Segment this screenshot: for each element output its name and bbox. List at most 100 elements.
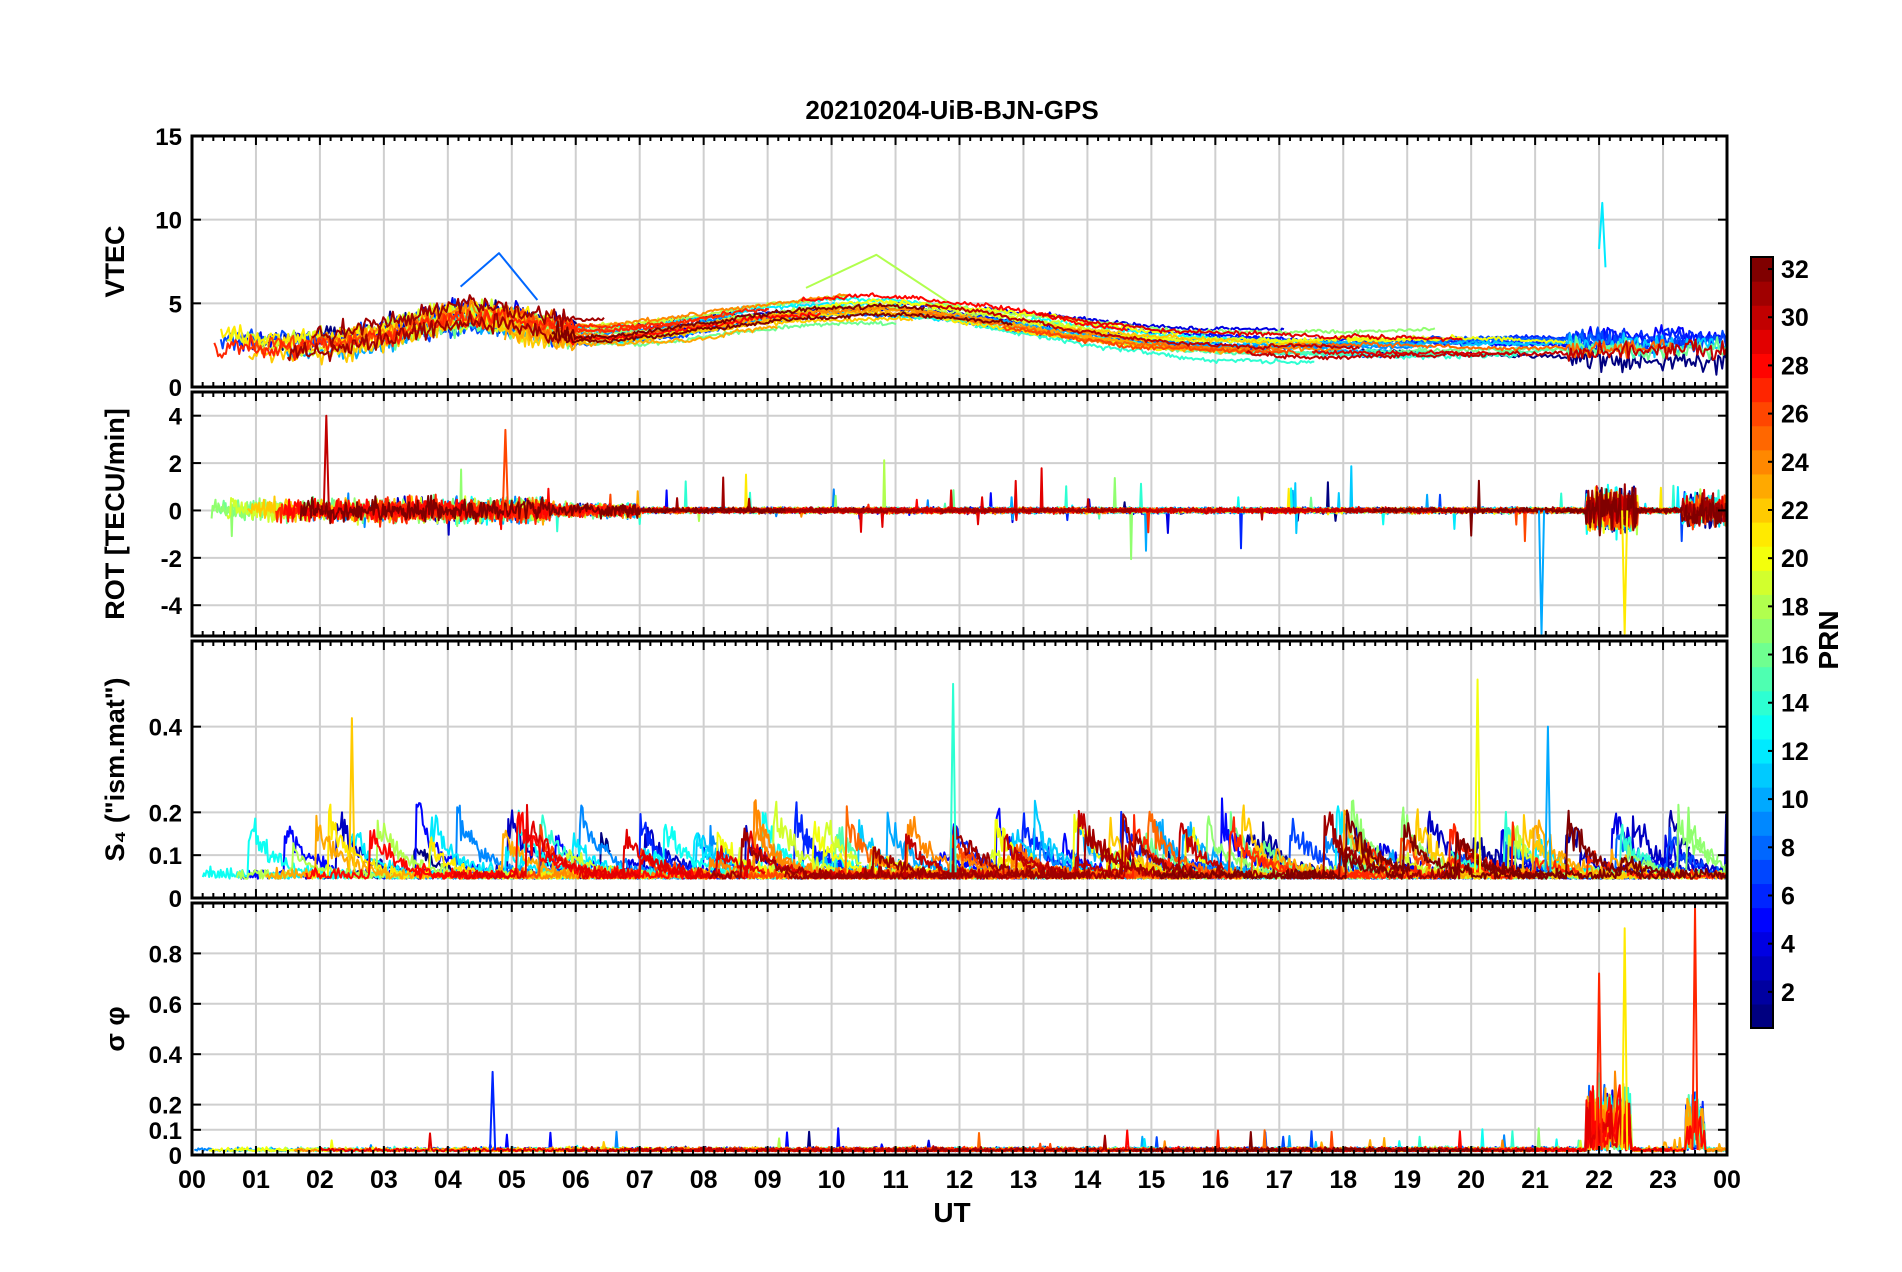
colorbar-tick-label: 24 (1781, 449, 1809, 477)
series-line-prn-28 (800, 292, 1128, 332)
panel-sigma_phi: 00.10.2 0.4 0.6 0.8 σ φ (100, 901, 1729, 1170)
y-tick-label: 0.6 (149, 992, 182, 1019)
panel-sigma_phi-ylabel: σ φ (100, 1006, 130, 1051)
colorbar-segment (1751, 522, 1773, 547)
y-tick-label: 2 (169, 451, 182, 478)
series-peak-prn-27 (1691, 907, 1699, 1150)
y-tick-label: 10 (155, 208, 182, 235)
colorbar-segment (1751, 811, 1773, 836)
x-axis-label: UT (933, 1197, 970, 1228)
series-line-prn-23 (1285, 1097, 1727, 1153)
series-line-prn-27 (541, 307, 770, 333)
colorbar-segment (1751, 642, 1773, 668)
colorbar-tick-label: 4 (1781, 931, 1795, 959)
x-tick-label: 01 (242, 1166, 270, 1194)
series-line-prn-13 (1407, 1086, 1727, 1153)
y-tick-label: 0 (169, 1143, 182, 1170)
panel-sigma_phi-series (193, 907, 1727, 1153)
colorbar-segment (1751, 497, 1773, 523)
colorbar-tick-label: 6 (1781, 882, 1795, 910)
x-tick-label: 06 (562, 1166, 590, 1194)
series-line-prn-26 (248, 307, 730, 357)
colorbar-segment (1751, 449, 1773, 475)
series-line-prn-30 (925, 303, 1360, 351)
x-tick-label: 05 (498, 1166, 526, 1194)
y-tick-label: 0.2 (149, 800, 182, 827)
colorbar-segment (1751, 377, 1773, 403)
x-tick-label: 11 (882, 1166, 909, 1194)
panel-vtec-ticks (191, 135, 1728, 388)
series-peak-prn-21 (1621, 927, 1629, 1150)
y-tick-label: 0.1 (149, 1118, 182, 1145)
series-line-prn-30 (1245, 338, 1727, 362)
series-line-prn-23 (1258, 1082, 1727, 1153)
x-tick-label: 23 (1649, 1166, 1677, 1194)
series-line-prn-14 (1359, 1092, 1727, 1153)
colorbar-segment (1751, 666, 1773, 692)
panel-rot: -4 -2 0 2 4 ROT [TECU/min] (100, 390, 1729, 638)
series-peak-prn-8 (459, 252, 539, 301)
panel-s4-grid (192, 641, 1727, 898)
colorbar-segment (1751, 570, 1773, 595)
series-line-prn-32 (551, 302, 926, 342)
colorbar-segment (1751, 738, 1773, 764)
y-tick-label: 0.4 (149, 1042, 183, 1069)
colorbar-segment (1751, 618, 1773, 644)
series-line-prn-32 (560, 311, 1013, 344)
y-tick-label: -2 (161, 546, 182, 573)
colorbar-label: PRN (1813, 610, 1844, 669)
series-line-prn-16 (383, 317, 897, 351)
colorbar-segment (1751, 594, 1773, 619)
panel-rot-ticks (191, 392, 1728, 636)
colorbar-segment (1751, 281, 1773, 306)
series-peak-prn-21 (1621, 510, 1629, 635)
panel-s4-ylabel: S₄ ("ism.mat") (100, 677, 130, 861)
x-tick-label: 00 (178, 1166, 206, 1194)
series-line-prn-29 (765, 467, 1304, 528)
y-tick-label: 0.4 (149, 715, 183, 742)
series-line-prn-31 (311, 294, 605, 347)
x-tick-label: 00 (1713, 1166, 1741, 1194)
colorbar-segment (1751, 353, 1773, 379)
colorbar-tick-label: 20 (1781, 545, 1809, 573)
x-tick-labels: 00 01 02 03 04 05 06 07 08 09 10 11 12 13 14 15 16 17 18 19… (178, 1166, 1741, 1194)
series-peak-prn-27 (1595, 972, 1603, 1150)
series-line-prn-25 (1290, 339, 1672, 359)
series-line-prn-32 (299, 494, 786, 525)
series-line-prn-6 (1508, 327, 1727, 349)
x-tick-label: 02 (306, 1166, 334, 1194)
x-tick-label: 22 (1585, 1166, 1613, 1194)
colorbar-segment (1751, 883, 1773, 909)
y-tick-label: 0 (169, 375, 182, 402)
colorbar-tick-label: 16 (1781, 642, 1809, 670)
series-line-prn-32 (1285, 822, 1727, 880)
series-peak-prn-30 (322, 414, 330, 511)
x-tick-label: 17 (1265, 1166, 1293, 1194)
x-tick-label: 14 (1074, 1166, 1102, 1194)
chart-title: 20210204-UiB-BJN-GPS (805, 95, 1098, 125)
x-tick-label: 08 (690, 1166, 718, 1194)
series-line-prn-22 (1053, 324, 1323, 346)
panel-vtec: 0 5 10 15 VTEC (100, 124, 1729, 402)
colorbar-segment (1751, 546, 1773, 571)
y-tick-label: 0.8 (149, 941, 182, 968)
series-line-prn-29 (1036, 312, 1463, 343)
series-peak-prn-18 (805, 253, 948, 302)
series-line-prn-32 (1148, 1146, 1444, 1153)
series-peak-prn-22 (348, 717, 356, 873)
series-peak-prn-6 (489, 1070, 497, 1150)
series-peak-prn-26 (501, 428, 509, 511)
panel-rot-series (210, 414, 1727, 635)
panel-vtec-ylabel: VTEC (100, 225, 130, 297)
colorbar-segment (1751, 787, 1773, 812)
colorbar-segment (1751, 762, 1773, 788)
colorbar-segment (1751, 425, 1773, 451)
x-tick-label: 15 (1137, 1166, 1165, 1194)
colorbar-tick-label: 28 (1781, 352, 1809, 380)
y-tick-label: 0 (169, 886, 182, 913)
series-line-prn-31 (893, 1134, 1150, 1153)
colorbar-segment (1751, 1003, 1773, 1029)
y-tick-label: 5 (169, 291, 182, 318)
